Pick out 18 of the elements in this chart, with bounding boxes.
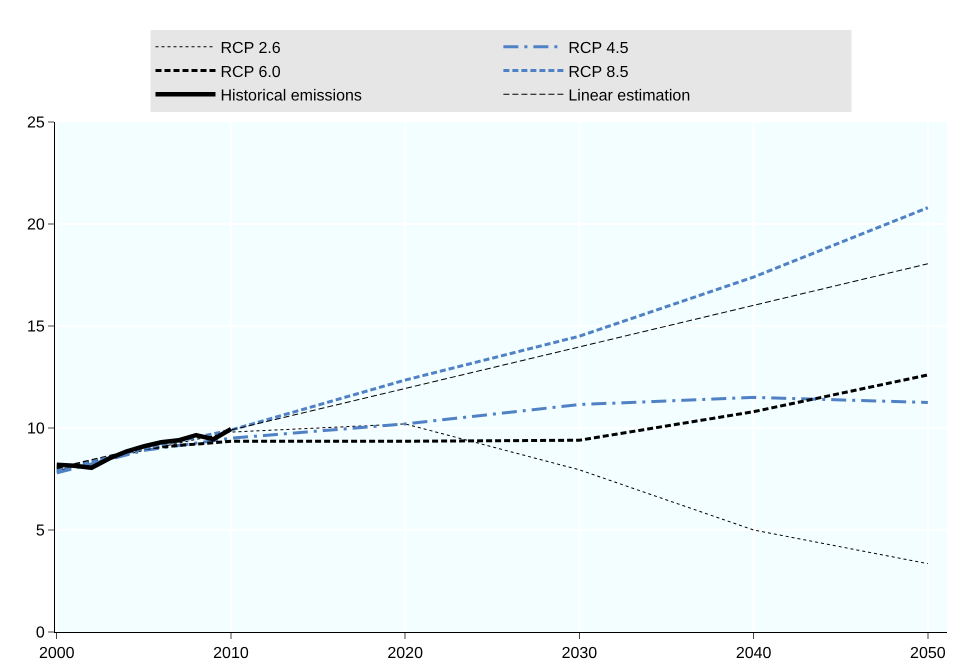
y-tick-label: 25 (27, 114, 45, 132)
legend-label: RCP 4.5 (568, 40, 629, 57)
x-tick-label: 2010 (213, 645, 249, 662)
y-tick-label: 10 (27, 420, 45, 438)
x-tick-label: 2050 (910, 645, 946, 662)
legend-label: Linear estimation (568, 88, 690, 105)
legend-label: Historical emissions (220, 88, 362, 105)
x-tick-label: 2030 (562, 645, 598, 662)
y-tick-label: 15 (27, 318, 45, 336)
legend-label: RCP 6.0 (220, 64, 281, 81)
x-tick-label: 2040 (736, 645, 772, 662)
legend-label: RCP 8.5 (568, 64, 629, 81)
x-tick-label: 2020 (387, 645, 424, 662)
legend-label: RCP 2.6 (220, 40, 281, 57)
y-tick-label: 20 (27, 216, 45, 234)
y-tick-label: 0 (36, 624, 45, 642)
x-tick-label: 2000 (38, 645, 75, 662)
y-tick-label: 5 (36, 522, 45, 540)
